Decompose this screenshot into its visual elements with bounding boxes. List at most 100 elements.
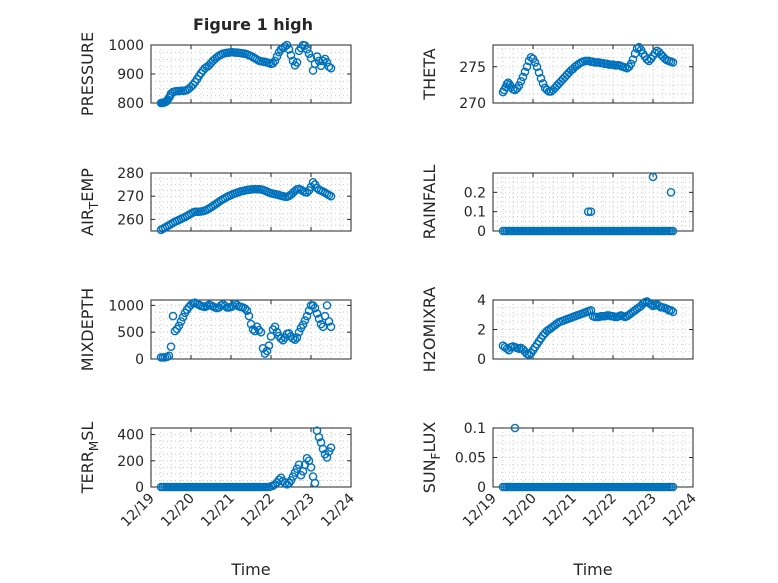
data-point <box>170 326 180 336</box>
data-point <box>294 327 304 337</box>
data-point <box>326 443 336 452</box>
data-point <box>583 207 593 216</box>
data-point <box>272 52 282 61</box>
data-point <box>270 322 280 332</box>
data-point <box>626 59 636 69</box>
data-point <box>326 63 336 73</box>
y-tick-label: 270 <box>459 96 486 112</box>
subplot-rainfall: 0 0.1 0.2 RAINFALL <box>420 165 694 240</box>
data-point <box>308 177 318 187</box>
subplot-air_temp: 260 270 280 AIRTEMP <box>78 166 352 236</box>
y-axis-label: RAINFALL <box>420 165 439 240</box>
data-point <box>322 453 332 462</box>
data-point <box>520 67 530 77</box>
data-point <box>164 351 174 361</box>
y-tick-label: 280 <box>117 166 144 182</box>
data-point <box>282 40 292 50</box>
data-point <box>306 53 316 63</box>
data-point <box>294 460 304 470</box>
data-point <box>312 309 322 318</box>
y-tick-label: 1000 <box>108 298 144 314</box>
data-point <box>228 301 238 311</box>
x-axis-label: Time <box>230 560 270 579</box>
y-tick-label: 4 <box>477 293 486 309</box>
data-point <box>322 301 332 310</box>
data-point <box>648 172 658 182</box>
series-markers <box>156 40 336 108</box>
y-tick-label: 2 <box>477 323 486 339</box>
data-point <box>318 322 328 332</box>
y-tick-label: 0 <box>477 352 486 368</box>
data-point <box>314 432 324 442</box>
y-tick-label: 0 <box>477 224 486 240</box>
y-tick-label: 0.05 <box>455 451 486 467</box>
data-point <box>244 311 254 321</box>
data-point <box>284 45 294 54</box>
data-point <box>310 478 320 488</box>
data-point <box>518 72 528 82</box>
data-point <box>268 58 278 68</box>
data-point <box>536 74 546 83</box>
data-point <box>318 56 328 66</box>
series-markers <box>156 298 336 362</box>
series-markers <box>498 423 678 492</box>
data-point <box>522 62 532 72</box>
y-tick-label: 0.1 <box>464 421 486 437</box>
y-tick-label: 270 <box>117 189 144 205</box>
plot-area <box>150 427 352 488</box>
data-point <box>532 62 542 72</box>
data-point <box>668 307 678 317</box>
data-point <box>630 49 640 59</box>
y-axis-label: H2OMIXRA <box>420 287 439 373</box>
data-point <box>300 316 310 325</box>
y-tick-label: 260 <box>117 212 144 228</box>
data-point <box>254 325 264 335</box>
data-point <box>668 482 678 492</box>
data-point <box>168 311 178 321</box>
data-point <box>326 322 336 332</box>
data-point <box>286 50 296 60</box>
y-tick-label: 500 <box>117 325 144 341</box>
data-point <box>250 326 260 336</box>
x-axis-label: Time <box>572 560 612 579</box>
subplot-pressure: 800 900 1000 PRESSURE <box>78 32 352 116</box>
y-axis-label: AIRTEMP <box>78 168 101 236</box>
data-point <box>510 423 520 433</box>
data-point <box>298 320 308 329</box>
data-point <box>586 306 596 315</box>
data-point <box>324 62 334 72</box>
subplot-theta: 270 275 THETA <box>420 42 694 112</box>
data-point <box>326 191 336 201</box>
y-tick-label: 0 <box>477 480 486 496</box>
y-axis-label: SUNFLUX <box>420 422 443 494</box>
y-tick-label: 400 <box>117 428 144 444</box>
data-point <box>306 463 316 472</box>
data-point <box>530 58 540 67</box>
data-point <box>538 79 548 88</box>
y-axis-label: PRESSURE <box>78 32 97 116</box>
series-markers <box>498 172 678 236</box>
data-point <box>176 317 186 326</box>
y-tick-label: 0.1 <box>464 205 486 221</box>
data-point <box>174 321 184 331</box>
data-point <box>503 78 513 87</box>
y-tick-label: 800 <box>117 96 144 112</box>
data-point <box>666 306 676 315</box>
data-point <box>242 306 252 316</box>
data-point <box>324 317 334 326</box>
data-point <box>178 312 188 322</box>
data-point <box>646 300 656 309</box>
data-point <box>650 48 660 58</box>
data-point <box>514 81 524 90</box>
series-markers <box>498 42 678 97</box>
data-point <box>312 52 322 61</box>
y-tick-label: 0.2 <box>464 185 486 201</box>
data-point <box>288 56 298 66</box>
data-point <box>666 188 676 197</box>
series-markers <box>156 426 336 492</box>
data-point <box>668 226 678 236</box>
data-point <box>516 76 526 86</box>
y-tick-label: 200 <box>117 454 144 470</box>
plot-border <box>150 299 352 360</box>
